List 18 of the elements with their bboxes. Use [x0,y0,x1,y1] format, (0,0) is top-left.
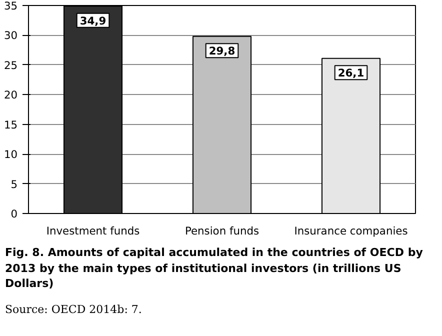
y-tick-label: 30 [4,29,18,42]
x-tick-label: Insurance companies [294,224,408,238]
source-note: Source: OECD 2014b: 7. [5,302,142,318]
bar [192,36,252,214]
data-label: 26,1 [338,66,364,80]
y-tick-label: 15 [4,118,18,132]
x-tick-label: Pension funds [184,224,260,238]
y-tick-label: 0 [10,208,18,220]
y-tick-label: 35 [4,0,18,12]
bar [321,58,381,214]
y-tick-label: 20 [4,88,18,102]
y-tick-label: 25 [4,58,18,72]
y-tick-label: 5 [10,178,18,191]
y-tick-label: 10 [4,148,18,162]
caption: Fig. 8. Amounts of capital accumulated in the countries of OECD by 2013 by the main types of institutional investors (in trillions US Dollars) [5,245,424,292]
x-tick-label: Investment funds [46,224,140,238]
data-label: 34,9 [80,14,106,28]
data-label: 29,8 [208,44,236,58]
